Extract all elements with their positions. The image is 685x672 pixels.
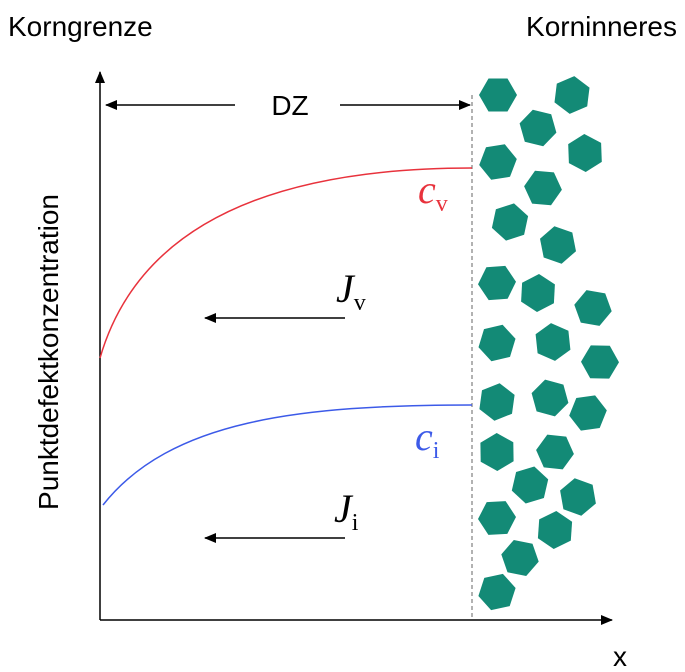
grain-particle bbox=[532, 380, 569, 417]
zone-label: DZ bbox=[271, 90, 308, 121]
page: Korngrenze Korninneres DZ Punktdefektkon… bbox=[0, 0, 685, 672]
curve-label: cv bbox=[418, 167, 448, 217]
grain-particle bbox=[568, 134, 602, 172]
grain-particle bbox=[569, 395, 607, 430]
grain-particle bbox=[512, 467, 548, 504]
grain-particle bbox=[479, 144, 517, 179]
right-title: Korninneres bbox=[526, 11, 677, 42]
grain-particle bbox=[520, 110, 557, 147]
grain-particle bbox=[478, 501, 516, 535]
grain-particle bbox=[536, 323, 571, 361]
curve-label: ci bbox=[415, 414, 440, 464]
grain-particle bbox=[479, 383, 514, 421]
left-title: Korngrenze bbox=[8, 11, 153, 42]
grain-particle bbox=[480, 433, 513, 471]
subscript: i bbox=[433, 438, 440, 464]
x-axis-label: x bbox=[613, 641, 627, 672]
symbol: c bbox=[418, 167, 436, 212]
flux-label: Jv bbox=[336, 266, 366, 316]
subscript: v bbox=[354, 290, 366, 316]
symbol: c bbox=[415, 414, 433, 459]
grain-interior bbox=[478, 76, 619, 610]
y-axis-label: Punktdefektkonzentration bbox=[33, 194, 64, 510]
grain-particle bbox=[479, 79, 517, 112]
grain-particle bbox=[501, 540, 538, 576]
grain-particle bbox=[478, 574, 515, 610]
grain-particle bbox=[479, 325, 516, 361]
grain-particle bbox=[521, 274, 555, 312]
grain-particle bbox=[555, 76, 590, 114]
subscript: i bbox=[352, 510, 359, 536]
subscript: v bbox=[436, 191, 448, 217]
diagram: Korngrenze Korninneres DZ Punktdefektkon… bbox=[0, 0, 685, 672]
grain-particle bbox=[540, 226, 576, 263]
grain-particle bbox=[478, 266, 516, 300]
vacancy-curve bbox=[100, 168, 472, 358]
grain-particle bbox=[574, 290, 611, 326]
grain-particle bbox=[560, 478, 596, 515]
grain-particle bbox=[538, 511, 572, 549]
grain-particle bbox=[492, 203, 528, 240]
grain-particle bbox=[524, 171, 562, 205]
grain-particle bbox=[536, 435, 574, 470]
flux-label: Ji bbox=[334, 486, 359, 536]
grain-particle bbox=[581, 345, 619, 378]
